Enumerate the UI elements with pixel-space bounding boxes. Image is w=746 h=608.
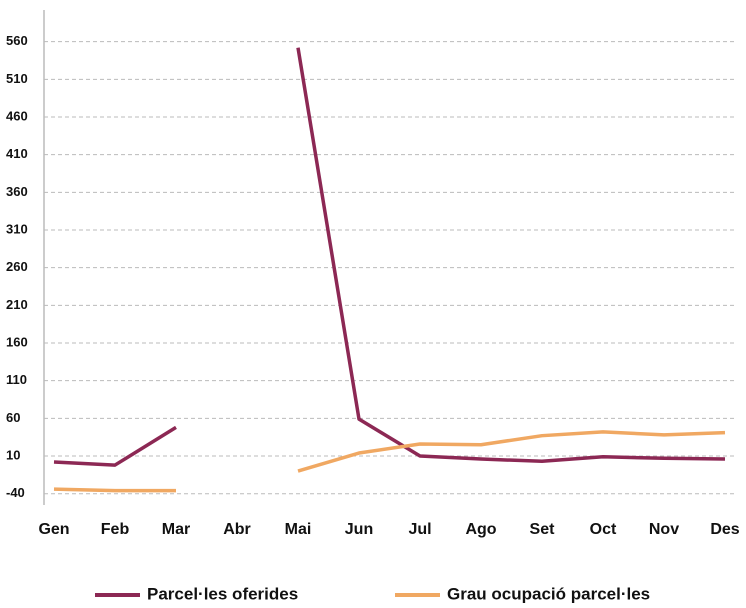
x-tick-label: Jun <box>345 521 373 538</box>
x-tick-label: Ago <box>465 521 496 538</box>
legend-label: Parcel·les oferides <box>147 584 298 603</box>
y-tick-label: 110 <box>6 372 27 387</box>
x-tick-label: Mai <box>285 521 312 538</box>
y-tick-label: 360 <box>6 184 28 199</box>
series-line <box>296 47 726 464</box>
series-line <box>53 425 177 467</box>
y-tick-label: 160 <box>6 334 28 349</box>
y-tick-label: 510 <box>6 71 28 86</box>
y-tick-label: -40 <box>6 485 25 500</box>
x-tick-label: Gen <box>38 521 69 538</box>
y-tick-label: 10 <box>6 447 20 462</box>
y-tick-label: 560 <box>6 33 28 48</box>
x-tick-label: Nov <box>649 521 679 538</box>
series-line <box>297 430 726 473</box>
x-tick-label: Abr <box>223 521 251 538</box>
series-line <box>53 487 176 493</box>
x-tick-label: Mar <box>162 521 190 538</box>
x-tick-label: Des <box>710 521 739 538</box>
x-tick-label: Jul <box>408 521 431 538</box>
y-tick-label: 260 <box>6 259 28 274</box>
y-tick-label: 460 <box>6 108 28 123</box>
y-tick-label: 410 <box>6 146 28 161</box>
x-tick-label: Feb <box>101 521 130 538</box>
legend-label: Grau ocupació parcel·les <box>447 584 650 603</box>
y-tick-label: 60 <box>6 410 20 425</box>
y-tick-label: 210 <box>6 297 28 312</box>
x-tick-label: Oct <box>590 521 617 538</box>
x-tick-label: Set <box>530 521 556 538</box>
y-tick-label: 310 <box>6 221 28 236</box>
